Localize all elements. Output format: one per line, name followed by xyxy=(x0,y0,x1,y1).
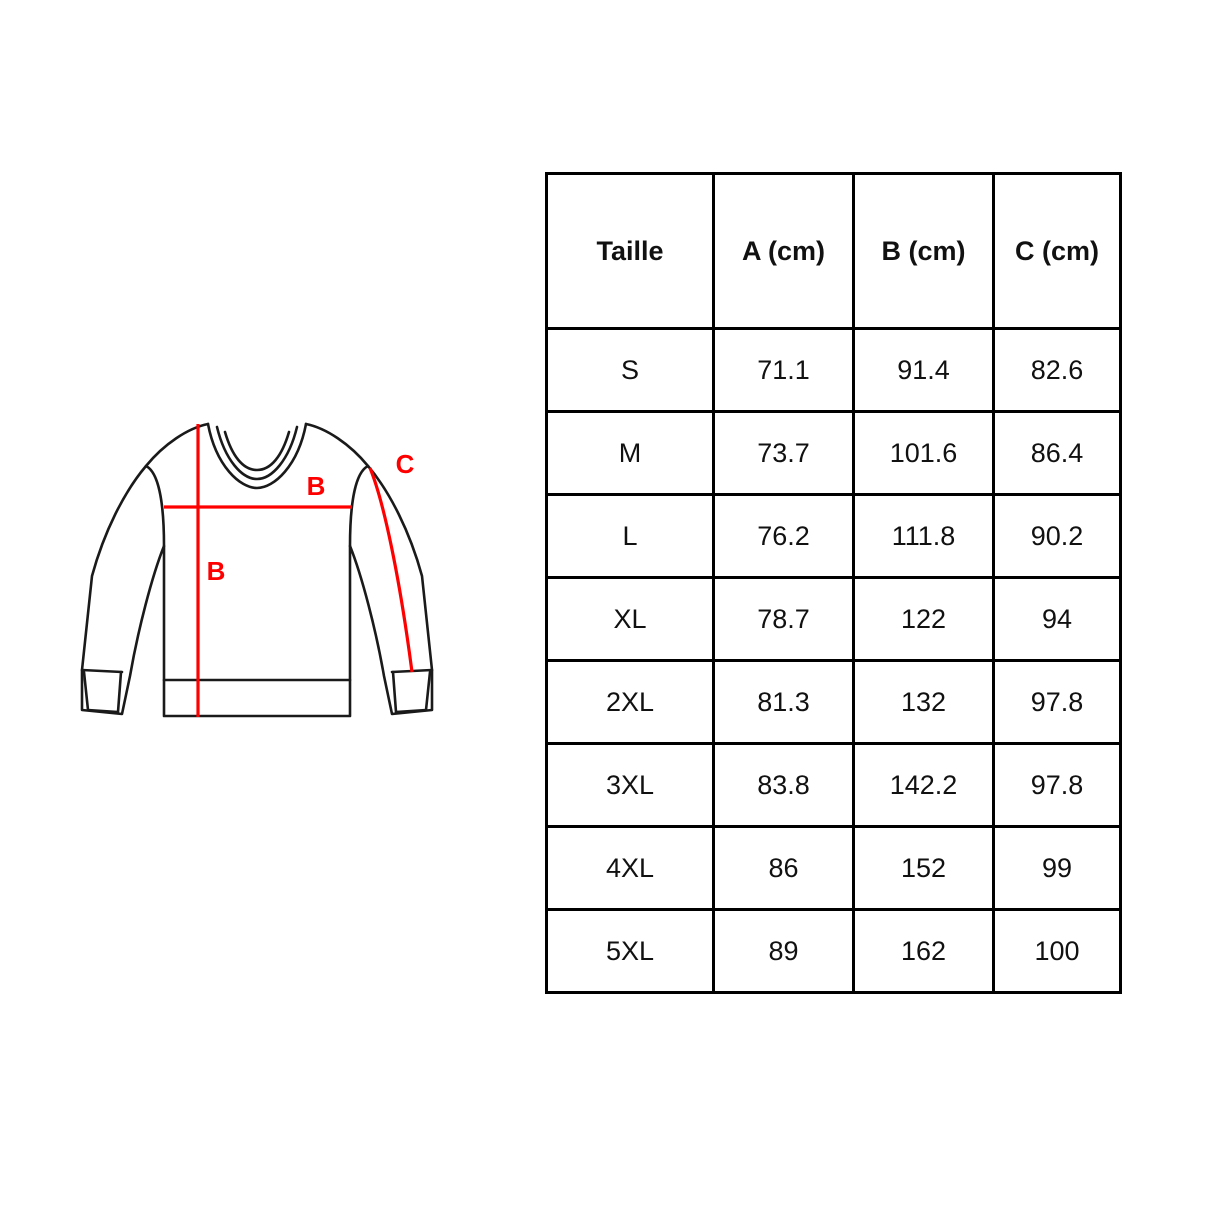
cell-c: 86.4 xyxy=(992,410,1122,496)
size-table-container: Taille A (cm) B (cm) C (cm) S 71.1 91.4 … xyxy=(545,172,1122,994)
table-row: 3XL 83.8 142.2 97.8 xyxy=(545,742,1122,828)
cell-a: 89 xyxy=(712,908,855,994)
measure-line-c-sleeve xyxy=(368,467,414,673)
cell-c: 100 xyxy=(992,908,1122,994)
cell-size: 4XL xyxy=(545,825,715,911)
cell-b: 101.6 xyxy=(852,410,995,496)
table-row: 2XL 81.3 132 97.8 xyxy=(545,659,1122,745)
column-header-c: C (cm) xyxy=(992,172,1122,330)
cell-b: 91.4 xyxy=(852,327,995,413)
cell-size: XL xyxy=(545,576,715,662)
table-header-row: Taille A (cm) B (cm) C (cm) xyxy=(545,172,1122,330)
cell-c: 90.2 xyxy=(992,493,1122,579)
label-b-width: B xyxy=(307,471,326,501)
table-row: S 71.1 91.4 82.6 xyxy=(545,327,1122,413)
cell-a: 76.2 xyxy=(712,493,855,579)
cell-c: 97.8 xyxy=(992,742,1122,828)
cell-a: 83.8 xyxy=(712,742,855,828)
label-b-length: B xyxy=(207,556,226,586)
table-row: L 76.2 111.8 90.2 xyxy=(545,493,1122,579)
cell-a: 71.1 xyxy=(712,327,855,413)
cell-a: 81.3 xyxy=(712,659,855,745)
cell-b: 111.8 xyxy=(852,493,995,579)
table-row: 5XL 89 162 100 xyxy=(545,908,1122,994)
table-row: M 73.7 101.6 86.4 xyxy=(545,410,1122,496)
cell-a: 78.7 xyxy=(712,576,855,662)
cell-size: 3XL xyxy=(545,742,715,828)
column-header-a: A (cm) xyxy=(712,172,855,330)
cell-b: 122 xyxy=(852,576,995,662)
cell-size: L xyxy=(545,493,715,579)
cell-c: 99 xyxy=(992,825,1122,911)
cell-size: 2XL xyxy=(545,659,715,745)
cell-c: 97.8 xyxy=(992,659,1122,745)
cell-c: 82.6 xyxy=(992,327,1122,413)
cell-c: 94 xyxy=(992,576,1122,662)
garment-diagram: B B C xyxy=(60,380,490,770)
cell-size: S xyxy=(545,327,715,413)
sweatshirt-outline xyxy=(80,422,434,718)
cell-b: 132 xyxy=(852,659,995,745)
size-chart-table: Taille A (cm) B (cm) C (cm) S 71.1 91.4 … xyxy=(545,172,1122,994)
cell-b: 142.2 xyxy=(852,742,995,828)
cell-a: 73.7 xyxy=(712,410,855,496)
table-row: XL 78.7 122 94 xyxy=(545,576,1122,662)
cell-size: 5XL xyxy=(545,908,715,994)
table-row: 4XL 86 152 99 xyxy=(545,825,1122,911)
measurement-lines xyxy=(164,424,414,717)
cell-a: 86 xyxy=(712,825,855,911)
cell-b: 162 xyxy=(852,908,995,994)
column-header-taille: Taille xyxy=(545,172,715,330)
cell-b: 152 xyxy=(852,825,995,911)
column-header-b: B (cm) xyxy=(852,172,995,330)
cell-size: M xyxy=(545,410,715,496)
table-body: S 71.1 91.4 82.6 M 73.7 101.6 86.4 L 76.… xyxy=(545,327,1122,994)
label-c-sleeve: C xyxy=(396,449,415,479)
